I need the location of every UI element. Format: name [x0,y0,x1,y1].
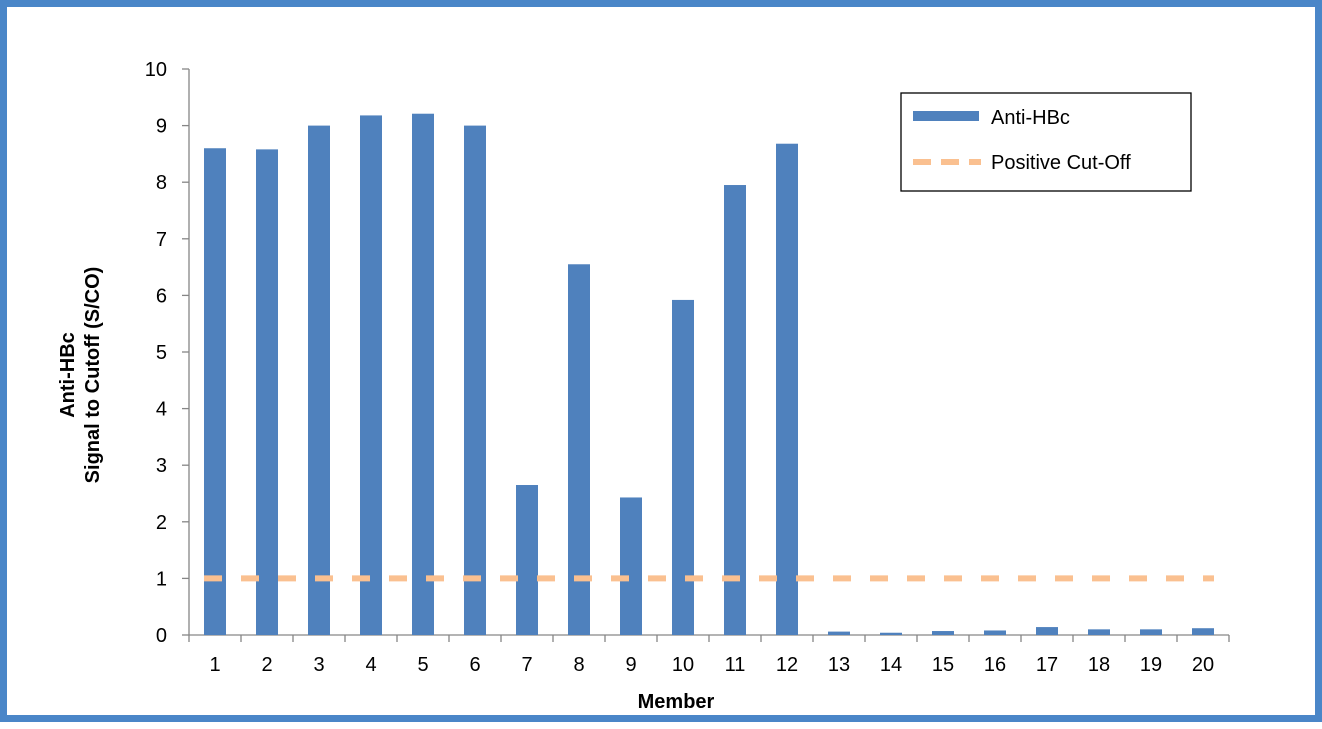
legend-anti-hbc-swatch [913,111,979,121]
x-tick-label: 9 [625,654,636,676]
y-tick-label: 7 [156,229,167,251]
x-tick-label: 4 [365,654,376,676]
y-tick-label: 6 [156,285,167,307]
x-tick-label: 8 [573,654,584,676]
legend: Anti-HBc Positive Cut-Off [900,92,1192,192]
bar [828,631,850,635]
x-tick-label: 12 [776,654,798,676]
x-tick-label: 10 [672,654,694,676]
bar [256,149,278,635]
x-tick-label: 11 [725,654,746,676]
legend-anti-hbc-label: Anti-HBc [991,107,1070,129]
bar [880,632,902,635]
bar [932,631,954,635]
x-tick-label: 14 [880,654,902,676]
y-tick-label: 5 [156,342,167,364]
y-axis-title: Anti-HBc Signal to Cutoff (S/CO) [57,267,104,484]
bar [464,125,486,635]
y-tick-label: 3 [156,455,167,477]
bar [776,143,798,635]
x-tick-label: 6 [469,654,480,676]
bar [308,125,330,635]
bar [568,264,590,635]
y-tick-label: 2 [156,512,167,534]
legend-cutoff-label: Positive Cut-Off [991,152,1131,174]
bar [724,185,746,635]
x-tick-label: 17 [1036,654,1058,676]
y-tick-label: 1 [156,568,167,590]
x-tick-label: 19 [1140,654,1162,676]
bar [1036,627,1058,635]
x-tick-label: 20 [1192,654,1214,676]
x-tick-label: 16 [984,654,1006,676]
bar [516,485,538,635]
x-axis-title: Member [638,691,715,713]
x-tick-label: 13 [828,654,850,676]
y-axis-ticks: 0 1 2 3 4 5 6 7 8 9 10 [145,59,189,647]
bar [360,115,382,636]
x-tick-label: 7 [521,654,532,676]
y-axis-title-line2: Signal to Cutoff (S/CO) [82,267,104,484]
x-tick-label: 18 [1088,654,1110,676]
bar [672,299,694,635]
bar [204,148,226,636]
bars [204,113,1214,636]
bar [1140,629,1162,635]
bar [412,113,434,636]
x-tick-label: 15 [932,654,954,676]
y-tick-label: 8 [156,172,167,194]
x-tick-label: 3 [313,654,324,676]
bar [620,497,642,635]
bar [984,630,1006,635]
x-tick-label: 5 [417,654,428,676]
bar [1192,628,1214,635]
y-tick-label: 4 [156,399,167,421]
y-tick-label: 10 [145,59,167,81]
x-tick-label: 2 [261,654,272,676]
x-axis-ticks: 1 2 3 4 5 6 7 8 9 10 11 12 13 14 15 16 17 18 19 20 [188,635,1230,676]
y-axis-title-line1: Anti-HBc [57,332,79,418]
y-tick-label: 0 [156,625,167,647]
legend-box [900,92,1192,192]
y-tick-label: 9 [156,116,167,138]
x-tick-label: 1 [209,654,220,676]
bar [1088,629,1110,635]
